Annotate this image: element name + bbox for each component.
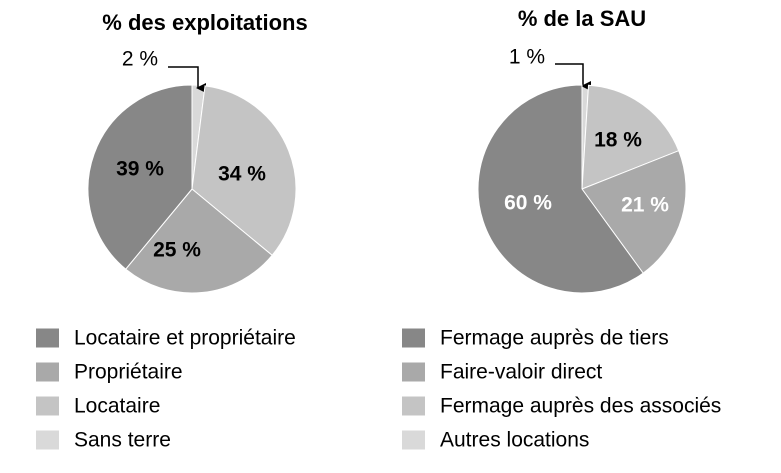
chart-2-legend-swatch-2 [402,362,425,382]
chart-1-slice-locataire [191,85,297,256]
chart-2-title: % de la SAU [518,6,646,31]
chart-2-legend-swatch-1 [402,328,425,348]
chart-1-legend-swatch-4 [36,430,59,450]
chart-1-slice-locataire-et-propri-taire [87,84,193,270]
chart-1-legend-label-2: Propriétaire [74,361,183,384]
chart-2-value-label-2: 18 % [594,129,642,152]
chart-2-legend-label-4: Autres locations [440,429,589,452]
chart-2-value-label-1: 1 % [509,46,545,69]
chart-2-legend-label-1: Fermage auprès de tiers [440,327,669,350]
pie-layer: 2 % 34 % 25 % 39 % 1 % 18 % 21 % 60 % [87,46,687,294]
chart-1-legend-swatch-1 [36,328,59,348]
chart-2-legend-label-3: Fermage auprès des associés [440,395,721,418]
chart-1-value-label-1: 2 % [122,48,158,71]
chart-1-legend-label-4: Sans terre [74,429,171,452]
chart-1-legend-label-3: Locataire [74,395,160,418]
chart-2-slice-fermage-aupr-s-des-associ-s [581,84,680,190]
chart-1-value-label-4: 39 % [116,158,164,181]
chart-1-callout-arrow [168,66,206,93]
chart-1-slice-propri-taire [125,188,273,294]
chart-1-value-label-3: 25 % [153,239,201,262]
chart-2-value-label-3: 21 % [621,194,669,217]
chart-2-legend-swatch-4 [402,430,425,450]
legend-layer: Locataire et propriétaire Propriétaire Loc… [36,327,721,452]
chart-2-slice-fermage-aupr-s-de-tiers [477,84,644,294]
chart-1-value-label-2: 34 % [218,163,266,186]
chart-2-callout-arrow [555,63,591,91]
chart-2-value-label-4: 60 % [504,192,552,215]
chart-1-legend-label-1: Locataire et propriétaire [74,327,296,350]
chart-2-legend-swatch-3 [402,396,425,416]
chart-2-legend-label-2: Faire-valoir direct [440,361,602,384]
chart-2-slice-faire-valoir-direct [581,150,687,274]
chart-1-legend-swatch-3 [36,396,59,416]
chart-1-title: % des exploitations [102,10,307,35]
chart-1-legend-swatch-2 [36,362,59,382]
